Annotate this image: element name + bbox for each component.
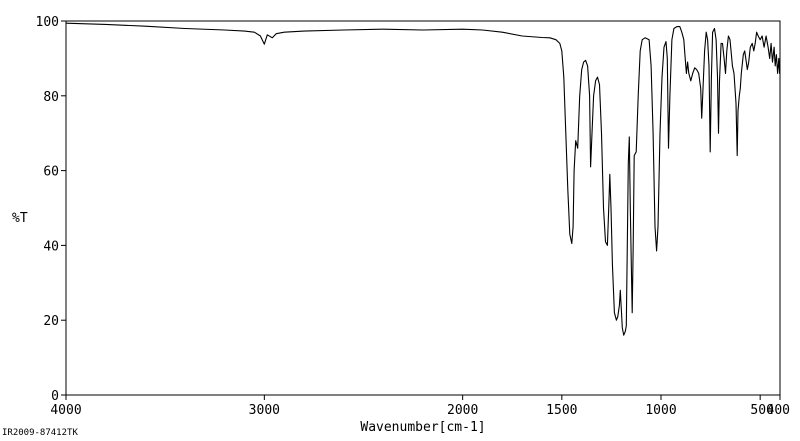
y-tick-label: 100 xyxy=(36,15,59,30)
x-tick-label: 400 xyxy=(767,403,790,418)
y-axis: 0 20 40 60 80 100 xyxy=(36,15,66,404)
x-axis-label: Wavenumber[cm-1] xyxy=(360,420,485,435)
sample-id-label: IR2009-87412TK xyxy=(2,428,78,438)
plot-frame xyxy=(65,20,781,396)
x-tick-label: 500 xyxy=(750,403,773,418)
y-tick-label: 80 xyxy=(43,90,59,105)
series-line xyxy=(65,22,781,336)
y-axis-label: %T xyxy=(12,211,28,226)
x-tick-label: 4000 xyxy=(50,403,81,418)
x-tick-label: 1500 xyxy=(546,403,577,418)
x-tick-label: 2000 xyxy=(447,403,478,418)
y-tick-label: 40 xyxy=(43,239,59,254)
y-tick-label: 20 xyxy=(43,314,59,329)
y-tick-label: 60 xyxy=(43,165,59,180)
y-tick-label: 0 xyxy=(51,389,59,404)
x-tick-label: 1000 xyxy=(645,403,676,418)
x-tick-label: 3000 xyxy=(249,403,280,418)
